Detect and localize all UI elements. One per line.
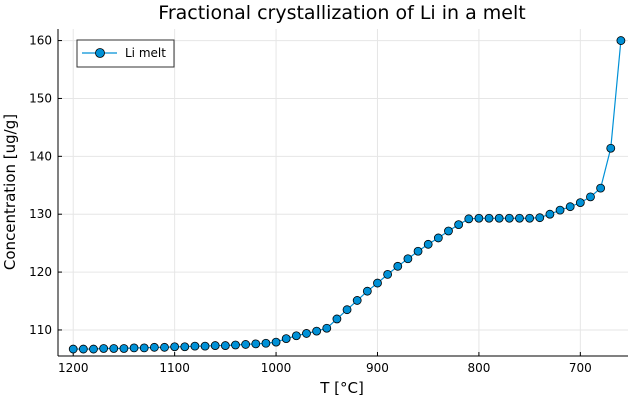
data-point (494, 213, 504, 223)
data-point (525, 213, 535, 223)
data-point (210, 341, 220, 350)
data-point (565, 202, 575, 212)
x-axis-ticks: 1200 1100 1000 900 800 700 (58, 352, 592, 375)
data-point (464, 214, 474, 224)
y-tick-label: 120 (29, 265, 52, 279)
x-tick-label: 1100 (159, 361, 190, 375)
x-tick-label: 700 (569, 361, 592, 375)
data-point (261, 338, 271, 348)
data-point (474, 213, 484, 223)
data-point (606, 143, 616, 153)
data-point (312, 326, 322, 336)
y-tick-label: 130 (29, 207, 52, 221)
x-tick-label: 900 (366, 361, 389, 375)
series-line (73, 40, 622, 350)
data-point (231, 340, 240, 350)
data-point (504, 213, 514, 223)
data-point (99, 344, 109, 353)
y-axis-label: Concentration [ug/g] (1, 114, 19, 270)
data-point (383, 269, 393, 279)
data-point (515, 213, 524, 223)
plot-frame (57, 29, 628, 357)
data-point (352, 296, 362, 305)
data-point (413, 246, 423, 256)
data-point (271, 337, 281, 347)
data-point (373, 278, 382, 288)
data-point (251, 339, 261, 349)
y-tick-label: 150 (29, 91, 52, 105)
data-point (403, 254, 413, 264)
data-point (322, 323, 332, 333)
data-point (68, 344, 78, 354)
data-point (139, 343, 149, 353)
data-point (575, 198, 585, 208)
data-point (119, 344, 129, 353)
data-point (433, 233, 443, 243)
legend-label: Li melt (125, 46, 166, 60)
data-point (129, 343, 139, 353)
data-point (545, 209, 555, 219)
legend: Li melt (76, 39, 175, 68)
data-point (200, 341, 210, 351)
grid-lines (58, 29, 628, 356)
data-point (149, 342, 159, 352)
data-point (332, 314, 342, 324)
y-tick-label: 140 (29, 149, 52, 163)
x-axis-label: T [°C] (319, 379, 364, 397)
chart-title: Fractional crystallization of Li in a me… (158, 2, 525, 24)
data-point (89, 344, 98, 354)
series-group (68, 36, 626, 354)
data-point (78, 344, 88, 354)
data-point (190, 341, 200, 351)
data-point (454, 220, 464, 230)
data-point (291, 331, 301, 341)
data-point (180, 342, 190, 352)
y-tick-label: 160 (29, 34, 52, 48)
data-point (241, 340, 251, 349)
data-point (393, 261, 403, 271)
data-point (484, 213, 494, 223)
data-point (302, 329, 311, 338)
data-point (160, 342, 169, 352)
legend-marker (95, 48, 105, 58)
x-tick-label: 1200 (58, 361, 89, 375)
data-point (596, 183, 606, 193)
x-tick-label: 1000 (261, 361, 292, 375)
data-point (423, 239, 433, 249)
data-point (170, 342, 180, 352)
data-point (342, 305, 352, 315)
x-tick-label: 800 (467, 361, 490, 375)
data-point (220, 341, 230, 350)
data-point (362, 286, 372, 296)
data-point (586, 192, 595, 202)
data-point (535, 213, 545, 223)
data-point (616, 36, 626, 45)
y-tick-label: 110 (29, 323, 52, 337)
y-axis-ticks: 110 120 130 140 150 160 (29, 34, 62, 337)
data-point (444, 226, 453, 236)
data-point (281, 334, 291, 344)
data-point (555, 205, 565, 215)
data-point (109, 344, 119, 353)
